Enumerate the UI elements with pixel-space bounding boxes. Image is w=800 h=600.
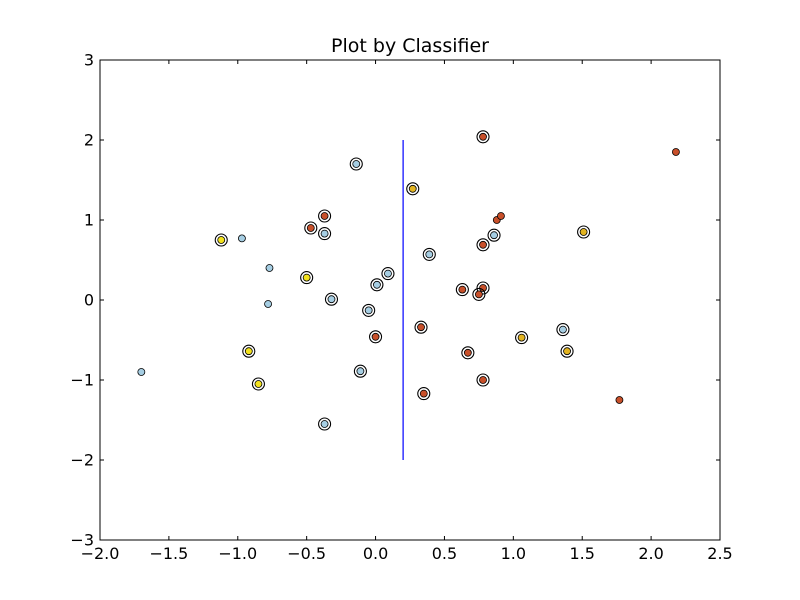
data-point — [302, 273, 311, 282]
support-vector-ring — [414, 320, 428, 334]
support-vector-ring — [422, 247, 436, 261]
support-vector-ring — [476, 238, 490, 252]
y-tick-label: 1 — [84, 211, 94, 230]
support-vector-ring — [318, 417, 332, 431]
data-point — [373, 280, 381, 289]
data-point — [364, 306, 373, 315]
data-point — [320, 229, 329, 238]
data-point — [254, 380, 263, 388]
data-point — [327, 295, 336, 304]
data-point — [417, 323, 425, 332]
data-point — [217, 236, 226, 244]
x-tick-label: −0.5 — [287, 544, 326, 563]
data-point — [559, 325, 567, 334]
support-vector-ring — [214, 233, 228, 247]
y-tick-label: −3 — [70, 531, 94, 550]
plot-area — [137, 130, 680, 460]
support-vector-ring — [472, 287, 486, 301]
data-point — [579, 228, 588, 236]
axes-frame — [99, 59, 721, 541]
support-vector-ring — [577, 225, 591, 239]
support-vector-ring — [370, 278, 384, 292]
data-point — [238, 234, 246, 243]
support-vector-ring — [515, 331, 529, 345]
support-vector-ring — [417, 387, 431, 401]
data-point — [497, 212, 505, 220]
support-vector-ring — [324, 292, 339, 306]
data-point — [306, 224, 315, 232]
data-point — [479, 376, 487, 384]
support-vector-ring — [476, 281, 490, 295]
data-point — [672, 148, 680, 156]
support-vector-ring — [455, 283, 469, 297]
axis-ticks: −2.0 −1.5 −1.0 −0.5 0.0 0.5 1.0 1.5 2.0 2.5 −3 −2 −1… — [70, 51, 732, 564]
support-vector-ring — [406, 182, 420, 196]
y-tick-label: −1 — [70, 371, 94, 390]
support-vector-ring — [476, 373, 490, 387]
support-vector-ring — [362, 303, 376, 317]
x-tick-label: −1.0 — [218, 544, 257, 563]
support-vector-ring — [461, 346, 475, 360]
data-point — [384, 269, 392, 278]
x-tick-label: 2.5 — [707, 544, 732, 563]
data-point — [264, 300, 272, 308]
support-vector-ring — [487, 228, 501, 242]
data-point — [320, 212, 329, 220]
data-point — [137, 368, 146, 376]
data-point — [244, 347, 253, 356]
data-point — [458, 285, 467, 294]
data-point — [615, 396, 624, 404]
y-tick-label: −2 — [70, 451, 94, 470]
support-vector-ring — [349, 157, 363, 171]
x-tick-label: −1.5 — [149, 544, 188, 563]
support-vector-ring — [304, 221, 318, 235]
data-point — [356, 367, 365, 376]
data-point — [563, 347, 571, 356]
x-tick-label: 1.0 — [501, 544, 526, 563]
data-point — [463, 348, 472, 357]
support-vector-ring — [381, 267, 395, 281]
support-vector-ring — [560, 344, 574, 358]
x-tick-label: −2.0 — [81, 544, 120, 563]
support-vector-ring — [242, 344, 256, 358]
data-point — [474, 290, 483, 299]
support-vector-ring — [300, 271, 314, 285]
x-tick-label: 0.5 — [432, 544, 457, 563]
data-point — [425, 250, 434, 259]
x-tick-label: 2.0 — [638, 544, 663, 563]
support-vector-ring — [369, 330, 383, 344]
data-point — [479, 132, 487, 141]
data-point — [517, 333, 526, 342]
support-vector-ring — [556, 323, 570, 337]
support-vector-ring — [476, 130, 490, 144]
data-point — [352, 160, 361, 168]
y-tick-label: 3 — [84, 51, 94, 70]
data-point — [479, 240, 487, 249]
y-tick-label: 0 — [84, 291, 94, 310]
support-vector-ring — [251, 377, 265, 391]
data-point — [490, 231, 498, 240]
y-tick-label: 2 — [84, 131, 94, 150]
support-vector-ring — [318, 209, 332, 223]
support-vector-ring — [353, 364, 367, 378]
data-point — [408, 184, 417, 193]
x-tick-label: 0.0 — [363, 544, 388, 563]
data-point — [265, 264, 274, 272]
data-point — [419, 389, 428, 398]
support-vector-ring — [318, 227, 332, 241]
x-tick-label: 1.5 — [569, 544, 594, 563]
chart-title: Plot by Classifier — [331, 35, 489, 57]
data-point — [371, 332, 380, 341]
data-point — [320, 420, 329, 428]
